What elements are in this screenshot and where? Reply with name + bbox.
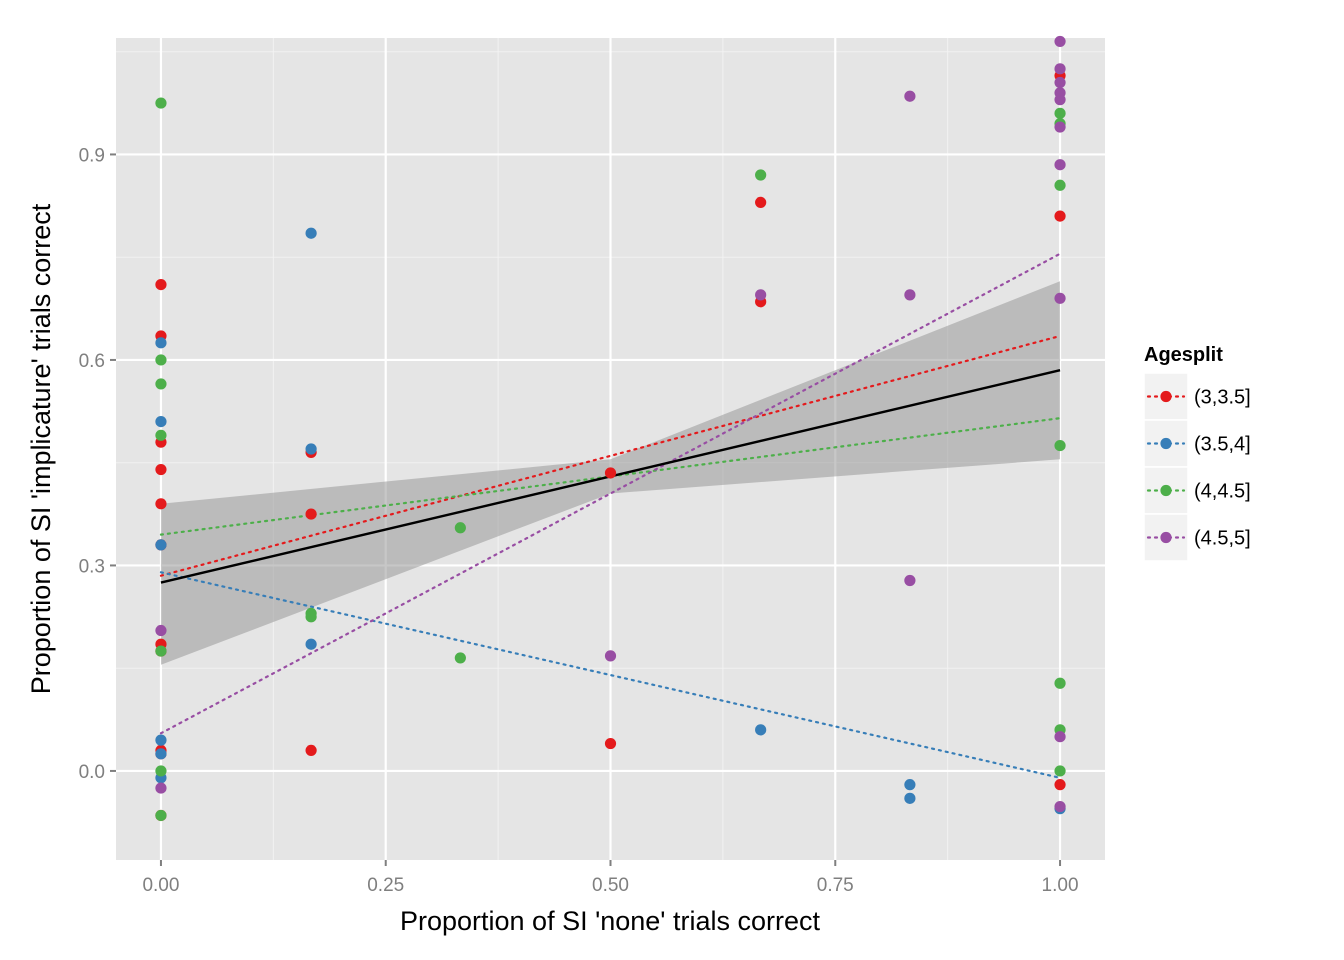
data-point-series-3 [155, 97, 167, 109]
data-point-series-4 [604, 650, 617, 662]
legend-label: (3.5,4] [1194, 434, 1251, 456]
legend-label: (3,3.5] [1194, 387, 1251, 409]
data-point-series-1 [1054, 779, 1066, 791]
data-point-series-1 [155, 279, 167, 291]
data-point-series-4 [1054, 800, 1066, 813]
data-point-series-1 [305, 508, 317, 520]
data-point-series-3 [155, 354, 167, 366]
data-point-series-2 [155, 337, 167, 349]
data-point-series-3 [155, 645, 167, 657]
legend-key-point [1160, 484, 1172, 497]
data-point-series-1 [604, 467, 617, 479]
data-point-series-3 [1054, 107, 1066, 119]
data-point-series-1 [1054, 210, 1066, 222]
major-gridlines [116, 38, 1105, 860]
fit-line-series-3 [159, 417, 1062, 536]
x-tick-label: 0.75 [817, 875, 854, 896]
legend-label: (4,4.5] [1194, 481, 1251, 503]
data-point-series-2 [305, 443, 317, 455]
x-tick-label: 1.00 [1042, 875, 1079, 896]
y-tick-label: 0.9 [79, 145, 105, 166]
data-point-series-4 [755, 289, 767, 301]
x-axis-ticks: 0.00 0.25 0.50 0.75 1.00 [142, 860, 1079, 896]
data-point-series-4 [1054, 35, 1066, 48]
data-point-series-4 [155, 782, 167, 794]
data-point-series-1 [604, 737, 617, 750]
data-point-series-2 [155, 748, 167, 760]
data-point-series-4 [1054, 63, 1066, 75]
data-point-series-2 [904, 779, 916, 791]
data-point-series-3 [454, 522, 466, 534]
data-point-series-4 [1054, 94, 1066, 106]
legend-key-point [1160, 390, 1172, 403]
data-point-series-2 [755, 724, 767, 736]
legend-key-bg [1143, 466, 1189, 515]
data-point-series-1 [155, 498, 167, 510]
data-point-series-3 [155, 765, 167, 777]
data-point-series-2 [155, 416, 167, 428]
y-axis-ticks: 0.0 0.3 0.6 0.9 [79, 145, 116, 783]
fit-line-series-4 [159, 252, 1062, 735]
data-point-series-2 [305, 638, 317, 650]
data-point-series-2 [904, 792, 916, 804]
legend-label: (4.5,5] [1194, 528, 1251, 550]
data-point-series-3 [454, 652, 466, 664]
x-tick-label: 0.25 [367, 875, 404, 896]
data-point-series-4 [904, 574, 916, 587]
x-tick-label: 0.00 [142, 875, 179, 896]
data-point-series-2 [155, 539, 167, 551]
data-point-series-3 [305, 611, 317, 623]
data-point-series-1 [155, 463, 167, 476]
data-point-series-4 [904, 90, 916, 102]
fit-line-series-2 [159, 571, 1062, 779]
data-point-series-3 [155, 378, 167, 390]
data-point-series-4 [904, 289, 916, 301]
data-point-series-3 [155, 429, 167, 441]
y-tick-label: 0.0 [79, 762, 105, 783]
x-tick-label: 0.50 [592, 875, 629, 896]
data-point-series-4 [155, 624, 167, 637]
y-axis-title: Proportion of SI 'implicature' trials co… [26, 203, 56, 694]
data-point-series-3 [1054, 179, 1066, 191]
data-point-series-4 [1054, 121, 1066, 133]
data-point-series-4 [1054, 76, 1066, 89]
x-axis-title: Proportion of SI 'none' trials correct [400, 906, 821, 936]
data-point-series-3 [1054, 439, 1066, 452]
data-point-series-3 [155, 809, 167, 822]
data-point-series-4 [1054, 159, 1066, 171]
legend: Agesplit (3,3.5] (3.5,4] (4,4.5] (4.5,5] [1143, 344, 1251, 562]
data-point-series-1 [755, 196, 767, 208]
legend-key-bg [1143, 513, 1189, 562]
data-point-series-4 [1054, 731, 1066, 743]
data-point-series-3 [755, 169, 767, 181]
fit-line-series-1 [159, 334, 1062, 577]
y-tick-label: 0.3 [79, 556, 105, 577]
data-point-series-2 [155, 734, 167, 746]
legend-key-point [1160, 531, 1172, 544]
legend-key-point [1160, 437, 1172, 450]
data-point-series-2 [305, 227, 317, 239]
data-points [155, 35, 1066, 822]
y-tick-label: 0.6 [79, 351, 105, 372]
legend-title: Agesplit [1144, 344, 1223, 366]
data-point-series-1 [305, 744, 317, 757]
data-point-series-4 [1054, 292, 1066, 304]
data-point-series-3 [1054, 765, 1066, 777]
data-point-series-3 [1054, 677, 1066, 689]
